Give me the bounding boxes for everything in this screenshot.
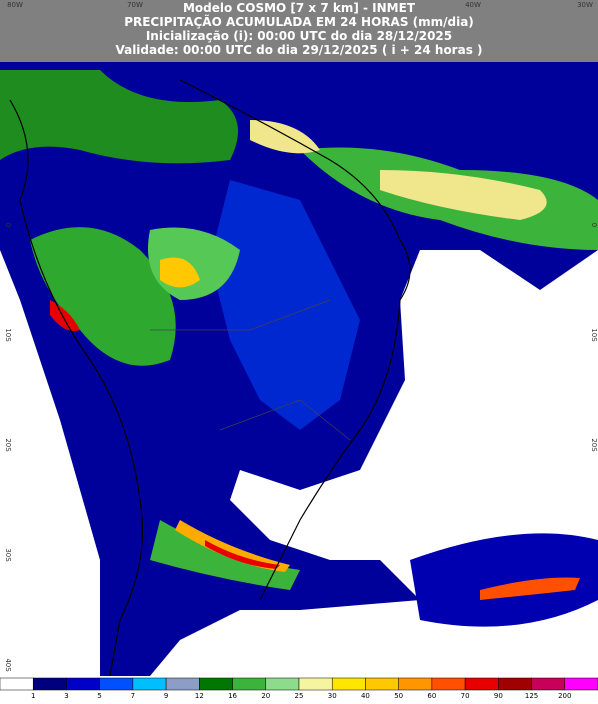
legend-swatch — [165, 677, 200, 691]
legend-swatch — [531, 677, 566, 691]
latitude-label: 20S — [590, 438, 598, 452]
latitude-label: 0 — [4, 223, 12, 227]
header-line: Validade: 00:00 UTC do dia 29/12/2025 ( … — [115, 43, 482, 57]
legend-swatch — [365, 677, 399, 691]
latitude-label: 10S — [590, 328, 598, 342]
legend-swatch — [464, 677, 499, 691]
legend-label: 30 — [328, 692, 337, 700]
legend-swatch — [564, 677, 598, 691]
header-band — [0, 0, 598, 62]
map — [0, 62, 598, 677]
legend-label: 200 — [558, 692, 571, 700]
latitude-label: 40S — [4, 658, 12, 672]
legend-swatch — [265, 677, 300, 691]
longitude-label: 80W — [7, 1, 23, 9]
legend: 1 3 5 7 9 12 16 20 25 30 40 50 60 70 90 125 200 — [0, 676, 598, 700]
legend-swatch — [498, 677, 532, 691]
legend-label: 16 — [228, 692, 237, 700]
legend-label: 20 — [261, 692, 270, 700]
legend-label: 5 — [97, 692, 101, 700]
legend-label: 50 — [394, 692, 403, 700]
legend-swatch — [331, 677, 366, 691]
legend-swatch — [431, 677, 466, 691]
header-line: PRECIPITAÇÃO ACUMULADA EM 24 HORAS (mm/d… — [124, 14, 474, 29]
header-line: Inicialização (i): 00:00 UTC do dia 28/1… — [146, 29, 452, 43]
legend-label: 12 — [195, 692, 204, 700]
legend-swatch — [232, 677, 267, 691]
coordinates: 80W 70W 40W 30W 0 0 10S 10S 20S 20S 30S 40S — [4, 1, 598, 672]
longitude-label: 70W — [127, 1, 143, 9]
legend-swatch — [298, 677, 333, 691]
legend-swatch — [99, 677, 134, 691]
latitude-label: 10S — [4, 328, 12, 342]
latitude-label: 30S — [4, 548, 12, 562]
legend-label: 70 — [461, 692, 470, 700]
latitude-label: 0 — [590, 223, 598, 227]
legend-swatch — [66, 677, 100, 691]
legend-label: 90 — [494, 692, 503, 700]
legend-swatch — [199, 677, 233, 691]
legend-label: 3 — [64, 692, 68, 700]
legend-label: 125 — [525, 692, 538, 700]
header-line: Modelo COSMO [7 x 7 km] - INMET — [183, 1, 416, 15]
legend-label: 25 — [295, 692, 304, 700]
latitude-label: 20S — [4, 438, 12, 452]
legend-label: 9 — [164, 692, 168, 700]
legend-swatch — [32, 677, 67, 691]
legend-label: 40 — [361, 692, 370, 700]
legend-label: 7 — [131, 692, 135, 700]
longitude-label: 30W — [577, 1, 593, 9]
legend-swatch — [398, 677, 433, 691]
legend-label: 60 — [427, 692, 436, 700]
legend-swatch — [0, 677, 34, 691]
legend-swatch — [132, 677, 167, 691]
longitude-label: 40W — [465, 1, 481, 9]
legend-label: 1 — [31, 692, 35, 700]
